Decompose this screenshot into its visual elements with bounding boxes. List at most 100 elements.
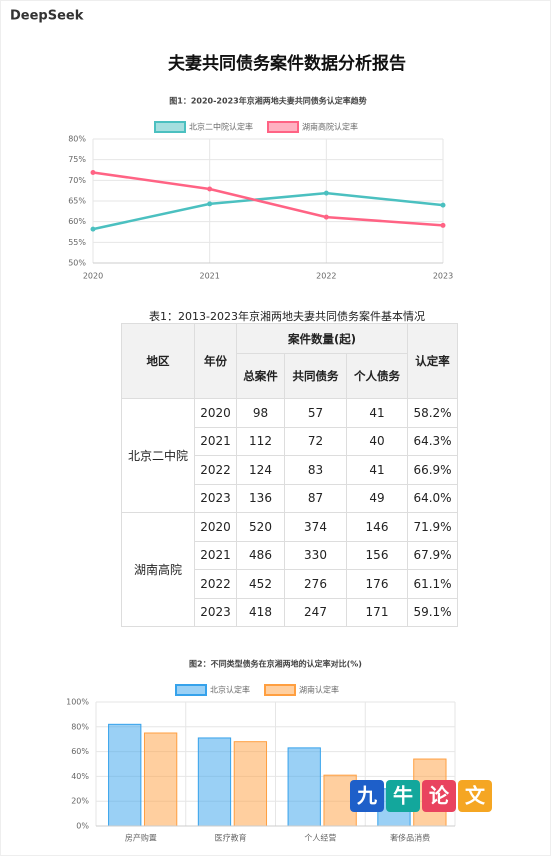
table-cell: 71.9% [407, 512, 458, 542]
table-cell: 58.2% [407, 398, 458, 428]
table-cell: 64.0% [407, 483, 458, 513]
legend-label: 湖南认定率 [299, 685, 339, 695]
table-cell: 452 [236, 569, 285, 599]
y-tick-label: 20% [71, 797, 89, 806]
table-cell: 176 [346, 569, 408, 599]
table-row: 总案件 共同债务 个人债务 [122, 353, 458, 399]
table-cell: 418 [236, 597, 285, 627]
x-tick-label: 个人经营 [304, 833, 336, 843]
table-cell: 57 [284, 398, 347, 428]
table-cell: 41 [346, 398, 408, 428]
series-line [92, 171, 444, 227]
header-cell: 案件数量(起) [236, 323, 408, 354]
table-caption: 表1：2013-2023年京湘两地夫妻共同债务案件基本情况 [149, 310, 425, 323]
y-tick-label: 80% [68, 135, 86, 144]
point [207, 186, 213, 192]
region-cell: 北京二中院 [121, 398, 195, 513]
bar [197, 737, 232, 827]
y-tick-label: 70% [68, 176, 86, 185]
table-cell: 61.1% [407, 569, 458, 599]
x-tick-label: 房产购置 [125, 833, 157, 843]
table-cell: 112 [236, 426, 285, 456]
legend-swatch [264, 684, 296, 696]
brand: DeepSeek [10, 9, 84, 24]
table-row: 2022 452 276 176 61.1% [122, 569, 458, 599]
table-cell: 2023 [194, 597, 237, 627]
watermark-char: 文 [465, 784, 486, 808]
watermark-tile [422, 780, 456, 812]
table-cell: 156 [346, 540, 408, 570]
table-row: 湖南高院 2020 520 374 146 71.9% [121, 512, 458, 627]
y-tick-label: 65% [68, 197, 86, 206]
table-cell: 83 [284, 455, 347, 485]
table-cell: 146 [346, 512, 408, 542]
table-cell: 124 [236, 455, 285, 485]
bar [108, 723, 142, 827]
table-cell: 330 [284, 540, 347, 570]
y-tick-label: 100% [66, 698, 89, 707]
watermark-tile [350, 780, 384, 812]
point [323, 214, 329, 220]
y-tick-label: 40% [71, 772, 89, 781]
y-tick-label: 60% [68, 217, 86, 226]
table-cell: 59.1% [407, 597, 458, 627]
watermark-tile [386, 780, 420, 812]
table-row: 2021 486 330 156 67.9% [122, 540, 458, 570]
legend-swatch [175, 684, 207, 696]
point [207, 201, 213, 207]
x-tick-label: 2022 [316, 272, 336, 281]
table-row: 2021 112 72 40 64.3% [122, 426, 458, 456]
table-cell: 520 [236, 512, 285, 542]
table-cell: 171 [346, 597, 408, 627]
header-cell: 共同债务 [284, 353, 347, 399]
x-tick-label: 2023 [433, 272, 453, 281]
table-cell: 64.3% [407, 426, 458, 456]
watermark-tile [458, 780, 492, 812]
y-tick-label: 80% [71, 722, 89, 731]
y-tick-label: 50% [68, 259, 86, 268]
table-cell: 49 [346, 483, 408, 513]
bar [143, 732, 178, 827]
region-cell: 湖南高院 [121, 512, 195, 627]
chart-title: 图2：不同类型债务在京湘两地的认定率对比(%) [189, 659, 362, 669]
chart-title: 图1：2020-2023年京湘两地夫妻共同债务认定率趋势 [169, 96, 366, 106]
x-tick-label: 2020 [83, 272, 103, 281]
table-cell: 66.9% [407, 455, 458, 485]
header-cell: 认定率 [407, 323, 458, 399]
point [440, 222, 446, 228]
y-tick-label: 75% [68, 155, 86, 164]
legend-label: 北京二中院认定率 [189, 122, 253, 132]
point [90, 169, 96, 175]
table-cell: 2020 [194, 398, 237, 428]
table-cell: 374 [284, 512, 347, 542]
series-line [92, 191, 444, 231]
table-cell: 40 [346, 426, 408, 456]
table-cell: 486 [236, 540, 285, 570]
bar [233, 741, 268, 827]
data-table: 地区 年份 案件数量(起) 认定率 总案件 共同债务 个人债务 北京二中院 2020 98 57 41… [121, 323, 458, 627]
table-cell: 2021 [194, 426, 237, 456]
y-tick-label: 60% [71, 747, 89, 756]
bar [287, 747, 321, 827]
table-row: 北京二中院 2020 98 57 41 58.2% [121, 398, 458, 513]
header-cell: 地区 [121, 323, 195, 399]
y-tick-label: 0% [76, 822, 89, 831]
table-cell: 2022 [194, 455, 237, 485]
x-tick-label: 医疗教育 [215, 833, 247, 843]
table-cell: 98 [236, 398, 285, 428]
table-cell: 2020 [194, 512, 237, 542]
watermark: 九 牛 论 文 [350, 780, 492, 812]
legend-label: 北京认定率 [210, 685, 250, 695]
point [440, 202, 446, 208]
table-cell: 2021 [194, 540, 237, 570]
watermark-char: 九 [356, 784, 377, 808]
watermark-char: 牛 [393, 784, 413, 808]
header-cell: 总案件 [236, 353, 285, 399]
table-cell: 67.9% [407, 540, 458, 570]
table-cell: 2022 [194, 569, 237, 599]
table-cell: 276 [284, 569, 347, 599]
point [90, 226, 96, 232]
legend-label: 湖南高院认定率 [302, 122, 358, 132]
